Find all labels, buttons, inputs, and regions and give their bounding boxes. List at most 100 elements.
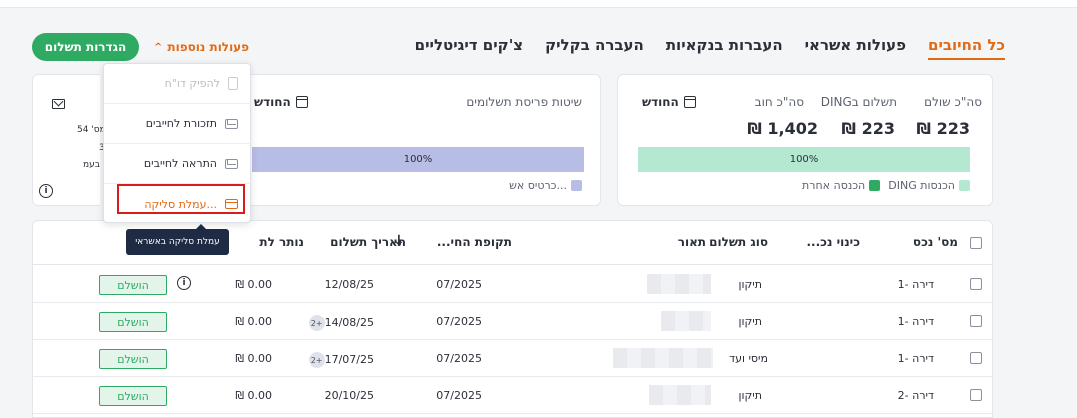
income-bar: 100% bbox=[638, 147, 970, 172]
month-selector[interactable]: החודש bbox=[254, 95, 308, 109]
menu-item-generate-report[interactable]: להפיק דו"ח bbox=[104, 64, 252, 104]
total-paid-value: 223 ₪ bbox=[916, 119, 970, 138]
tab-bank-transfers[interactable]: העברות בנקאיות bbox=[665, 36, 783, 54]
legend-label: DING הכנסות bbox=[888, 179, 955, 192]
tab-credit-actions[interactable]: פעולות אשראי bbox=[804, 36, 907, 54]
payment-settings-button[interactable]: הגדרות תשלום bbox=[32, 33, 139, 61]
clearing-fee-tooltip: עמלת סליקה באשראי bbox=[126, 224, 229, 255]
column-payment-date[interactable]: תאריך תשלום bbox=[330, 235, 406, 249]
month-label: החודש bbox=[254, 95, 291, 109]
select-all-checkbox[interactable] bbox=[970, 237, 982, 249]
legend-label: הכנסה אחרת bbox=[802, 179, 866, 192]
installment-methods-card: שיטות פריסת תשלומים החודש 100% כרטיס אש.… bbox=[243, 74, 601, 206]
menu-item-label: התראה לחייבים bbox=[143, 157, 217, 170]
status-badge: הושלם bbox=[99, 386, 167, 406]
month-label: החודש bbox=[642, 95, 679, 109]
column-asset[interactable]: מס' נכס bbox=[912, 235, 958, 249]
top-strip bbox=[0, 0, 1077, 8]
left-card-line3: בעמ bbox=[83, 160, 100, 170]
column-nickname[interactable]: כינוי נכ... bbox=[806, 235, 860, 249]
cell-remaining: 0.00 ₪ bbox=[235, 389, 272, 402]
column-period[interactable]: תקופת החי... bbox=[436, 235, 512, 249]
total-debt-value: 1,402 ₪ bbox=[747, 119, 818, 138]
row-checkbox[interactable] bbox=[970, 278, 982, 290]
extra-payments-badge[interactable]: +2 bbox=[308, 352, 325, 368]
highlight-frame bbox=[117, 184, 245, 214]
calendar-icon bbox=[683, 96, 696, 108]
status-badge: הושלם bbox=[99, 312, 167, 332]
legend-swatch bbox=[869, 180, 881, 191]
menu-item-alert[interactable]: התראה לחייבים bbox=[104, 144, 252, 184]
table-row[interactable]: דירה -2 תיקון 07/2025 20/10/25 0.00 ₪ הו… bbox=[33, 377, 992, 414]
row-checkbox[interactable] bbox=[970, 389, 982, 401]
menu-item-label: תזכורת לחייבים bbox=[145, 117, 217, 130]
cell-description-blurred bbox=[661, 311, 711, 331]
info-icon[interactable]: i bbox=[177, 276, 191, 290]
row-checkbox[interactable] bbox=[970, 352, 982, 364]
sort-arrow-icon[interactable]: ↓ bbox=[393, 233, 405, 249]
payment-date-text: 14/08/25 bbox=[324, 316, 374, 329]
messages-card: מס' 54) 3 בעמ i bbox=[32, 74, 109, 206]
income-legend: DING הכנסות הכנסה אחרת bbox=[802, 179, 970, 192]
cell-period: 07/2025 bbox=[436, 389, 482, 402]
cell-period: 07/2025 bbox=[436, 278, 482, 291]
cell-asset: דירה -1 bbox=[897, 315, 934, 328]
ding-payment-label: תשלום בDING bbox=[820, 95, 897, 109]
cell-payment-date: 20/10/25 bbox=[324, 389, 374, 402]
cell-asset: דירה -1 bbox=[897, 278, 934, 291]
menu-item-clearing-fee[interactable]: עמלת סליקה... bbox=[104, 184, 252, 224]
tabs: כל החיובים פעולות אשראי העברות בנקאיות ה… bbox=[415, 36, 1005, 60]
tab-digital-checks[interactable]: צ'קים דיגיטליים bbox=[414, 36, 524, 54]
cell-payment-type: מיסי ועד bbox=[729, 352, 768, 365]
tab-all-charges[interactable]: כל החיובים bbox=[928, 36, 1005, 60]
table-row[interactable]: דירה -1 תיקון 07/2025 14/08/25+2 0.00 ₪ … bbox=[33, 303, 992, 340]
calendar-icon bbox=[295, 96, 308, 108]
menu-item-reminder[interactable]: תזכורת לחייבים bbox=[104, 104, 252, 144]
table-row[interactable]: דירה -1 מיסי ועד 07/2025 17/07/25+2 0.00… bbox=[33, 340, 992, 377]
info-icon[interactable]: i bbox=[39, 184, 53, 198]
credit-card-icon bbox=[225, 199, 238, 209]
cell-payment-type: תיקון bbox=[738, 389, 763, 402]
more-actions-toggle[interactable]: פעולות נוספות ^ bbox=[154, 39, 249, 55]
payment-date-text: 17/07/25 bbox=[324, 353, 374, 366]
chevron-up-icon: ^ bbox=[154, 41, 163, 53]
table-row[interactable]: דירה -1 תיקון 07/2025 12/08/25 0.00 ₪ i … bbox=[33, 266, 992, 303]
cell-remaining: 0.00 ₪ bbox=[235, 352, 272, 365]
mail-icon bbox=[225, 158, 238, 169]
legend-swatch bbox=[959, 180, 970, 191]
column-description[interactable]: תאור bbox=[677, 235, 706, 249]
mail-icon[interactable] bbox=[52, 99, 65, 109]
methods-bar: 100% bbox=[252, 147, 584, 172]
legend-label: כרטיס אש... bbox=[509, 179, 567, 192]
cell-payment-date: 14/08/25+2 bbox=[305, 315, 374, 331]
legend-credit-card: כרטיס אש... bbox=[509, 179, 582, 192]
row-checkbox[interactable] bbox=[970, 315, 982, 327]
cell-asset: דירה -2 bbox=[897, 389, 934, 402]
extra-payments-badge[interactable]: +2 bbox=[308, 315, 325, 331]
column-remaining[interactable]: נותר לת bbox=[259, 235, 304, 249]
more-actions-menu: להפיק דו"ח תזכורת לחייבים התראה לחייבים … bbox=[103, 63, 252, 224]
column-payment-type[interactable]: סוג תשלום bbox=[709, 235, 768, 249]
tooltip-text: עמלת סליקה באשראי bbox=[135, 237, 220, 247]
legend-other-income: הכנסה אחרת bbox=[802, 179, 881, 192]
cell-description-blurred bbox=[647, 274, 711, 294]
table-header: מס' נכס כינוי נכ... סוג תשלום תאור תקופת… bbox=[33, 221, 992, 265]
summary-card: סה"כ שולם 223 ₪ תשלום בDING 223 ₪ סה"כ ח… bbox=[617, 74, 993, 206]
cell-period: 07/2025 bbox=[436, 352, 482, 365]
legend-swatch bbox=[571, 180, 582, 191]
cell-payment-date: 17/07/25+2 bbox=[305, 352, 374, 368]
status-badge: הושלם bbox=[99, 275, 167, 295]
income-bar-percent: 100% bbox=[789, 154, 819, 165]
methods-bar-percent: 100% bbox=[403, 154, 433, 165]
cell-remaining: 0.00 ₪ bbox=[235, 315, 272, 328]
month-selector[interactable]: החודש bbox=[642, 95, 696, 109]
left-card-line2: 3 bbox=[99, 143, 105, 153]
cell-asset: דירה -1 bbox=[897, 352, 934, 365]
legend-ding-income: DING הכנסות bbox=[888, 179, 970, 192]
cell-remaining: 0.00 ₪ bbox=[235, 278, 272, 291]
total-debt-label: סה"כ חוב bbox=[754, 95, 804, 109]
cell-description-blurred bbox=[649, 385, 711, 405]
methods-title: שיטות פריסת תשלומים bbox=[466, 95, 582, 109]
tab-click-transfer[interactable]: העברה בקליק bbox=[545, 36, 644, 54]
